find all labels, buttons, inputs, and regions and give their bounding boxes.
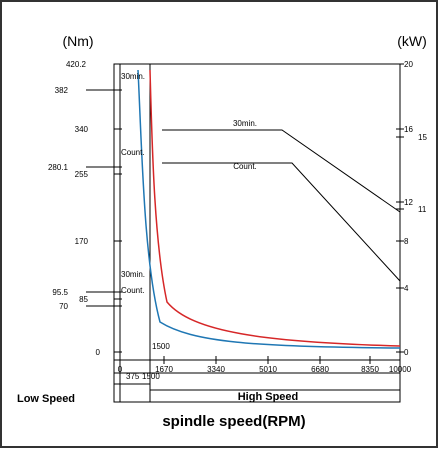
low-cont-bottom-annotation: Count. <box>121 286 145 295</box>
torque-cont-curve <box>137 69 401 349</box>
power-cont-line <box>162 162 401 282</box>
high-30min-annotation: 30min. <box>233 119 257 128</box>
left-tick-label: 70 <box>59 302 68 311</box>
high-1500-annotation: 1500 <box>152 342 170 351</box>
power-30min-line <box>162 129 401 213</box>
high-speed-label: High Speed <box>238 391 299 403</box>
x-tick-label: 0 <box>118 365 123 374</box>
right-tick-label: 0 <box>404 348 409 357</box>
plot-border <box>113 63 401 403</box>
left-tick-label: 0 <box>96 348 101 357</box>
left-tick-label: 255 <box>75 170 89 179</box>
left-tick-label: 420.2 <box>66 60 87 69</box>
x-low-tick-label: 1500 <box>142 372 160 381</box>
x-tick-label: 5010 <box>259 365 277 374</box>
x-axis-label: spindle speed(RPM) <box>162 413 305 430</box>
high-cont-annotation: Count. <box>233 162 257 171</box>
left-tick-label: 340 <box>75 125 89 134</box>
right-tick-label: 4 <box>404 284 409 293</box>
left-tick-label: 95.5 <box>52 288 68 297</box>
low-cont-annotation: Count. <box>121 148 145 157</box>
right-tick-label: 8 <box>404 237 409 246</box>
x-tick-label: 8350 <box>361 365 379 374</box>
right-tick-label: 11 <box>418 205 427 214</box>
left-tick-label: 382 <box>55 86 69 95</box>
x-tick-label: 10000 <box>389 365 412 374</box>
right-tick-label: 15 <box>418 133 427 142</box>
right-tick-label: 12 <box>404 198 413 207</box>
right-tick-label: 20 <box>404 60 413 69</box>
x-tick-label: 6680 <box>311 365 329 374</box>
left-tick-label: 280.1 <box>48 163 69 172</box>
low-30min-bottom-annotation: 30min. <box>121 270 145 279</box>
right-unit-label: (kW) <box>397 33 427 49</box>
low-speed-label: Low Speed <box>17 393 75 405</box>
spindle-chart: 420.2 382 340 280.1 255 170 95.5 85 70 0 20 16 15 12 1… <box>17 33 427 430</box>
x-low-tick-label: 375 <box>126 372 140 381</box>
left-tick-label: 170 <box>75 237 89 246</box>
x-tick-label: 3340 <box>207 365 225 374</box>
left-unit-label: (Nm) <box>62 33 93 49</box>
x-tick-label: 1670 <box>155 365 173 374</box>
torque-30min-curve <box>149 69 401 347</box>
right-tick-label: 16 <box>404 125 413 134</box>
low-30min-annotation: 30min. <box>121 72 145 81</box>
left-tick-label: 85 <box>79 295 88 304</box>
